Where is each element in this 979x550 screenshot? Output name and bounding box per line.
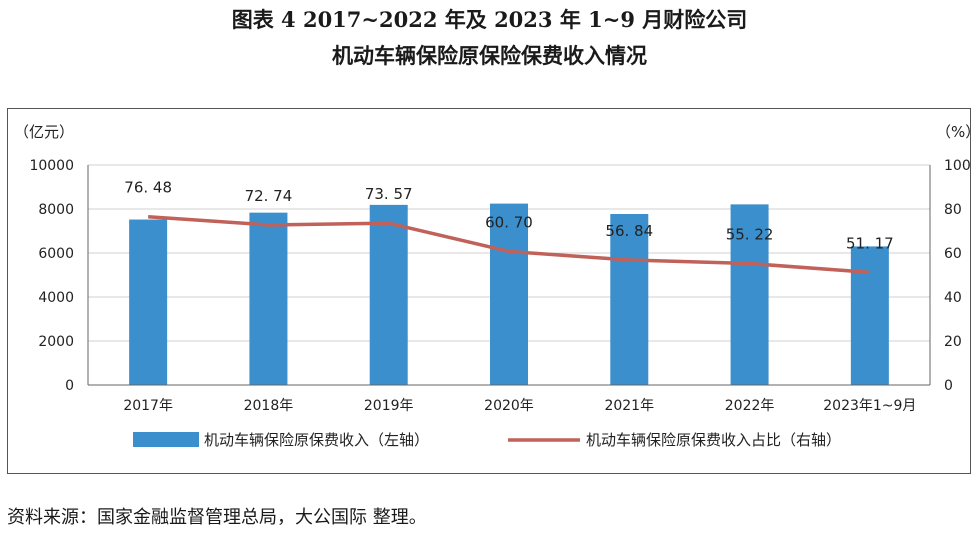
legend-swatch-bar (133, 432, 199, 447)
x-tick-label: 2021年 (604, 398, 654, 414)
data-label: 72. 74 (245, 187, 293, 205)
data-label: 60. 70 (485, 213, 533, 231)
bar (129, 219, 168, 385)
legend-label-line: 机动车辆保险原保费收入占比（右轴） (586, 431, 841, 449)
legend-label-bar: 机动车辆保险原保费收入（左轴） (204, 431, 429, 449)
y-left-tick-label: 6000 (38, 246, 74, 262)
x-tick-label: 2022年 (725, 398, 775, 414)
y-left-unit: （亿元） (14, 123, 74, 141)
chart-title-line2: 机动车辆保险原保险保费收入情况 (332, 43, 647, 68)
x-tick-label: 2017年 (123, 398, 173, 414)
data-label: 76. 48 (124, 179, 172, 197)
bar (490, 203, 528, 385)
source-note: 资料来源：国家金融监督管理总局，大公国际 整理。 (7, 507, 427, 528)
y-right-unit: （%） (936, 123, 970, 141)
chart-frame: 76. 48 72. 74 73. 57 60. 70 56. 84 55. 22 51. … (7, 108, 971, 474)
y-left-tick-label: 2000 (38, 334, 74, 350)
x-tick-label: 2019年 (364, 398, 414, 414)
y-right-tick-label: 60 (944, 246, 962, 262)
bar (610, 213, 649, 385)
data-label: 73. 57 (365, 185, 413, 203)
bar (730, 204, 769, 385)
bar (369, 204, 408, 385)
y-right-tick-label: 0 (944, 378, 953, 394)
chart-svg: 76. 48 72. 74 73. 57 60. 70 56. 84 55. 22 51. … (14, 123, 970, 449)
bar (850, 246, 889, 385)
chart-title-line1: 图表 4 2017~2022 年及 2023 年 1~9 月财险公司 (231, 7, 748, 32)
x-tick-label: 2018年 (244, 398, 294, 414)
y-right-tick-label: 20 (944, 334, 962, 350)
y-right-tick-label: 100 (944, 158, 970, 174)
y-right-tick-label: 40 (944, 290, 962, 306)
y-right-tick-label: 80 (944, 202, 962, 218)
y-left-tick-label: 8000 (38, 202, 74, 218)
y-left-tick-label: 0 (65, 378, 74, 394)
y-left-tick-label: 10000 (29, 158, 74, 174)
x-tick-label: 2020年 (484, 398, 534, 414)
data-label: 56. 84 (605, 222, 653, 240)
data-label: 51. 17 (846, 234, 894, 252)
y-left-tick-label: 4000 (38, 290, 74, 306)
x-tick-label: 2023年1~9月 (823, 398, 916, 414)
bar (249, 212, 288, 385)
series-line (148, 214, 870, 275)
data-label: 55. 22 (726, 226, 774, 244)
